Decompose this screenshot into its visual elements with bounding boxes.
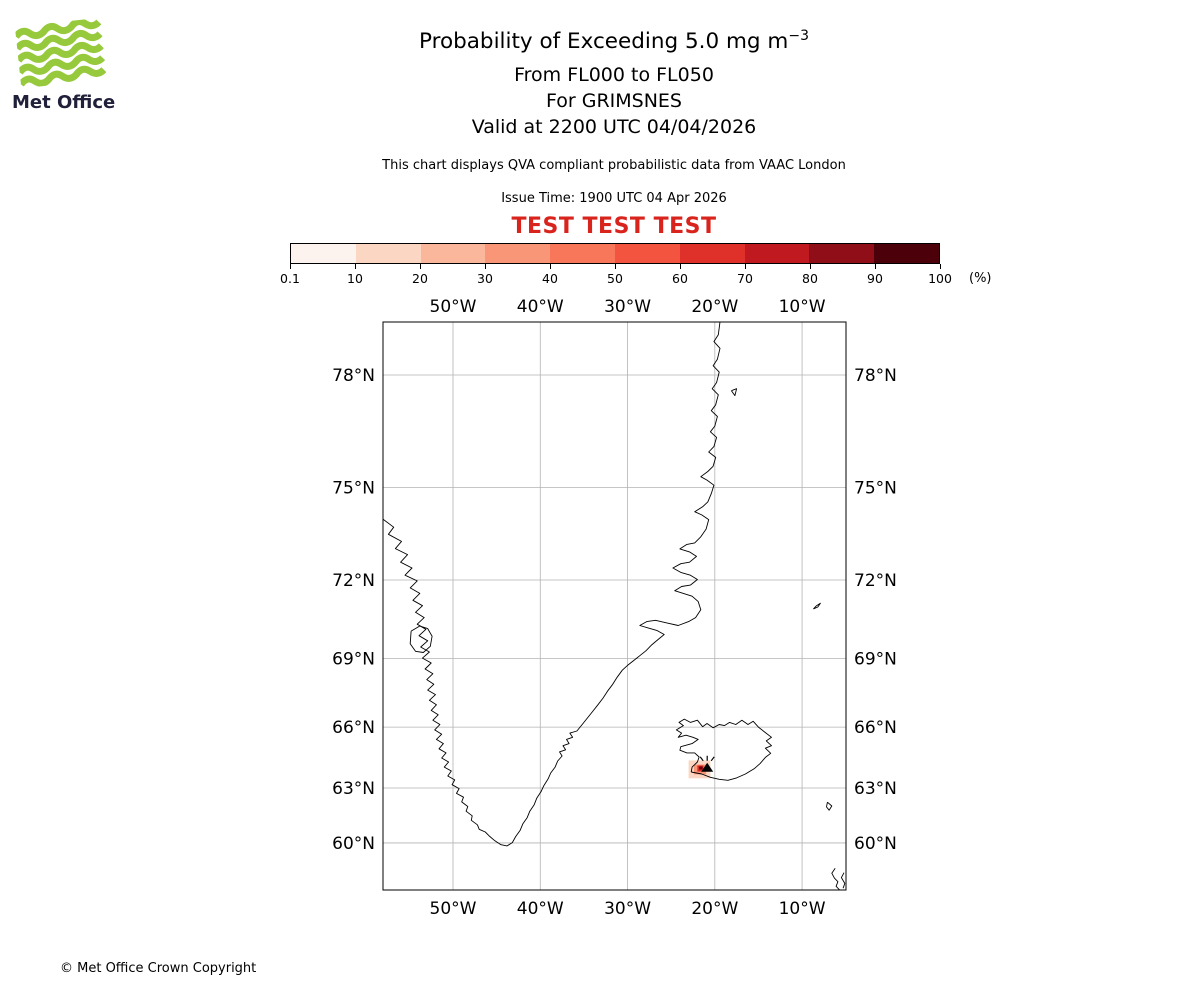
colorbar-tick-label: 100	[928, 271, 952, 286]
probability-cell	[699, 766, 703, 770]
volcano-marker	[699, 755, 715, 772]
lat-tick-label-right: 78°N	[854, 366, 897, 386]
chart-title-exponent: −3	[788, 28, 809, 44]
colorbar-tick-mark	[290, 264, 291, 269]
lat-tick-label-left: 60°N	[332, 834, 375, 854]
lat-tick-label-right: 75°N	[854, 479, 897, 499]
colorbar-tick-label: 40	[542, 271, 558, 286]
colorbar-tick-mark	[940, 264, 941, 269]
colorbar-segment	[809, 244, 875, 263]
colorbar-segment	[679, 244, 745, 263]
faroe-islands-coastline	[826, 801, 833, 811]
greenland-coastline	[383, 322, 721, 847]
test-banner: TEST TEST TEST	[511, 214, 717, 239]
small-island-coastline	[731, 388, 738, 397]
colorbar-tick-mark	[745, 264, 746, 269]
lat-tick-label-left: 78°N	[332, 366, 375, 386]
colorbar-tick-mark	[615, 264, 616, 269]
jan-mayen-coastline	[813, 602, 821, 610]
colorbar-tick-label: 90	[867, 271, 883, 286]
colorbar-segment	[485, 244, 551, 263]
lon-tick-label-top: 10°W	[779, 297, 826, 317]
colorbar-tick-mark	[355, 264, 356, 269]
colorbar-tick-label: 0.1	[280, 271, 300, 286]
colorbar-tick-label: 60	[672, 271, 688, 286]
map-frame	[382, 321, 847, 891]
colorbar-segment	[550, 244, 615, 263]
colorbar-segment	[420, 244, 486, 263]
lat-tick-label-left: 69°N	[332, 650, 375, 670]
map-gridlines	[383, 322, 846, 890]
colorbar-tick-mark	[485, 264, 486, 269]
lat-tick-label-right: 69°N	[854, 650, 897, 670]
hebrides-coastline	[831, 867, 840, 890]
colorbar-segment	[291, 244, 356, 263]
colorbar-tick-mark	[810, 264, 811, 269]
subtitle-volcano: For GRIMSNES	[546, 90, 682, 112]
lat-tick-label-right: 66°N	[854, 718, 897, 738]
qva-note: This chart displays QVA compliant probab…	[382, 158, 846, 173]
colorbar-tick-label: 80	[802, 271, 818, 286]
iceland-coastline	[675, 718, 772, 781]
colorbar-segment	[874, 244, 939, 263]
colorbar-tick-mark	[550, 264, 551, 269]
lat-tick-label-left: 75°N	[332, 479, 375, 499]
issue-time: Issue Time: 1900 UTC 04 Apr 2026	[501, 191, 727, 206]
lat-tick-label-left: 63°N	[332, 779, 375, 799]
lat-tick-label-right: 60°N	[854, 834, 897, 854]
colorbar-segment	[614, 244, 680, 263]
chart-title-main: Probability of Exceeding 5.0 mg m	[418, 29, 789, 55]
colorbar-tick-mark	[420, 264, 421, 269]
colorbar-segment	[744, 244, 810, 263]
lat-tick-label-left: 72°N	[332, 571, 375, 591]
map-background	[383, 322, 846, 890]
colorbar	[290, 243, 940, 264]
colorbar-tick-mark	[680, 264, 681, 269]
lon-tick-label-top: 20°W	[691, 297, 738, 317]
lon-tick-label-bottom: 20°W	[691, 899, 738, 919]
lon-tick-label-top: 40°W	[517, 297, 564, 317]
colorbar-tick-mark	[875, 264, 876, 269]
logo-flag-icon	[14, 17, 107, 87]
lon-tick-label-bottom: 50°W	[430, 899, 477, 919]
lon-tick-label-top: 50°W	[430, 297, 477, 317]
lon-tick-label-top: 30°W	[604, 297, 651, 317]
lat-tick-label-left: 66°N	[332, 718, 375, 738]
lon-tick-label-bottom: 10°W	[779, 899, 826, 919]
colorbar-tick-label: 70	[737, 271, 753, 286]
copyright-text: © Met Office Crown Copyright	[60, 961, 257, 976]
colorbar-tick-label: 20	[412, 271, 428, 286]
colorbar-tick-label: 50	[607, 271, 623, 286]
disko-island-coastline	[409, 625, 433, 653]
colorbar-segment	[355, 244, 421, 263]
chart-title: Probability of Exceeding 5.0 mg m−3	[14, 28, 1200, 54]
colorbar-unit-label: (%)	[969, 271, 992, 286]
lon-tick-label-bottom: 30°W	[604, 899, 651, 919]
colorbar-tick-label: 30	[477, 271, 493, 286]
colorbar-tick-label: 10	[347, 271, 363, 286]
logo-wordmark: Met Office	[12, 92, 116, 113]
lat-tick-label-right: 72°N	[854, 571, 897, 591]
coastlines	[383, 322, 846, 890]
subtitle-valid-time: Valid at 2200 UTC 04/04/2026	[471, 116, 757, 138]
lon-tick-label-bottom: 40°W	[517, 899, 564, 919]
lat-tick-label-right: 63°N	[854, 779, 897, 799]
hebrides-coastline	[840, 872, 846, 889]
subtitle-flight-levels: From FL000 to FL050	[514, 64, 714, 86]
